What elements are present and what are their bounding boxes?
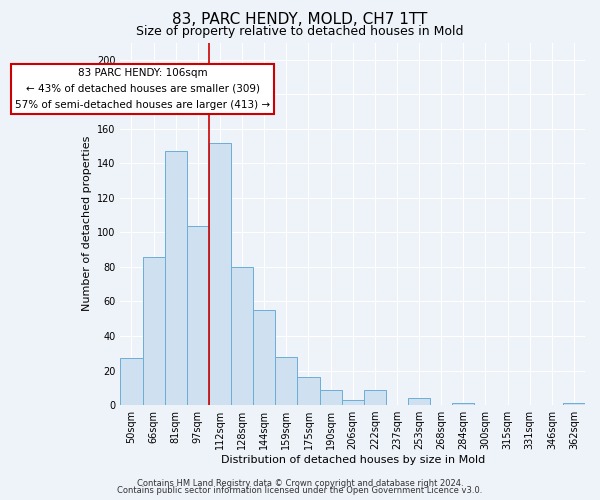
Bar bbox=[452, 404, 475, 405]
Bar bbox=[408, 398, 430, 405]
Text: Contains public sector information licensed under the Open Government Licence v3: Contains public sector information licen… bbox=[118, 486, 482, 495]
Bar bbox=[253, 310, 275, 405]
Text: Contains HM Land Registry data © Crown copyright and database right 2024.: Contains HM Land Registry data © Crown c… bbox=[137, 478, 463, 488]
X-axis label: Distribution of detached houses by size in Mold: Distribution of detached houses by size … bbox=[221, 455, 485, 465]
Y-axis label: Number of detached properties: Number of detached properties bbox=[82, 136, 92, 312]
Text: 83, PARC HENDY, MOLD, CH7 1TT: 83, PARC HENDY, MOLD, CH7 1TT bbox=[172, 12, 428, 28]
Bar bbox=[164, 152, 187, 405]
Bar bbox=[320, 390, 341, 405]
Text: Size of property relative to detached houses in Mold: Size of property relative to detached ho… bbox=[136, 25, 464, 38]
Text: 83 PARC HENDY: 106sqm
← 43% of detached houses are smaller (309)
57% of semi-det: 83 PARC HENDY: 106sqm ← 43% of detached … bbox=[15, 68, 270, 110]
Bar bbox=[187, 226, 209, 405]
Bar bbox=[143, 256, 164, 405]
Bar bbox=[341, 400, 364, 405]
Bar bbox=[231, 267, 253, 405]
Bar bbox=[298, 378, 320, 405]
Bar bbox=[275, 356, 298, 405]
Bar bbox=[209, 142, 231, 405]
Bar bbox=[121, 358, 143, 405]
Bar bbox=[364, 390, 386, 405]
Bar bbox=[563, 404, 585, 405]
